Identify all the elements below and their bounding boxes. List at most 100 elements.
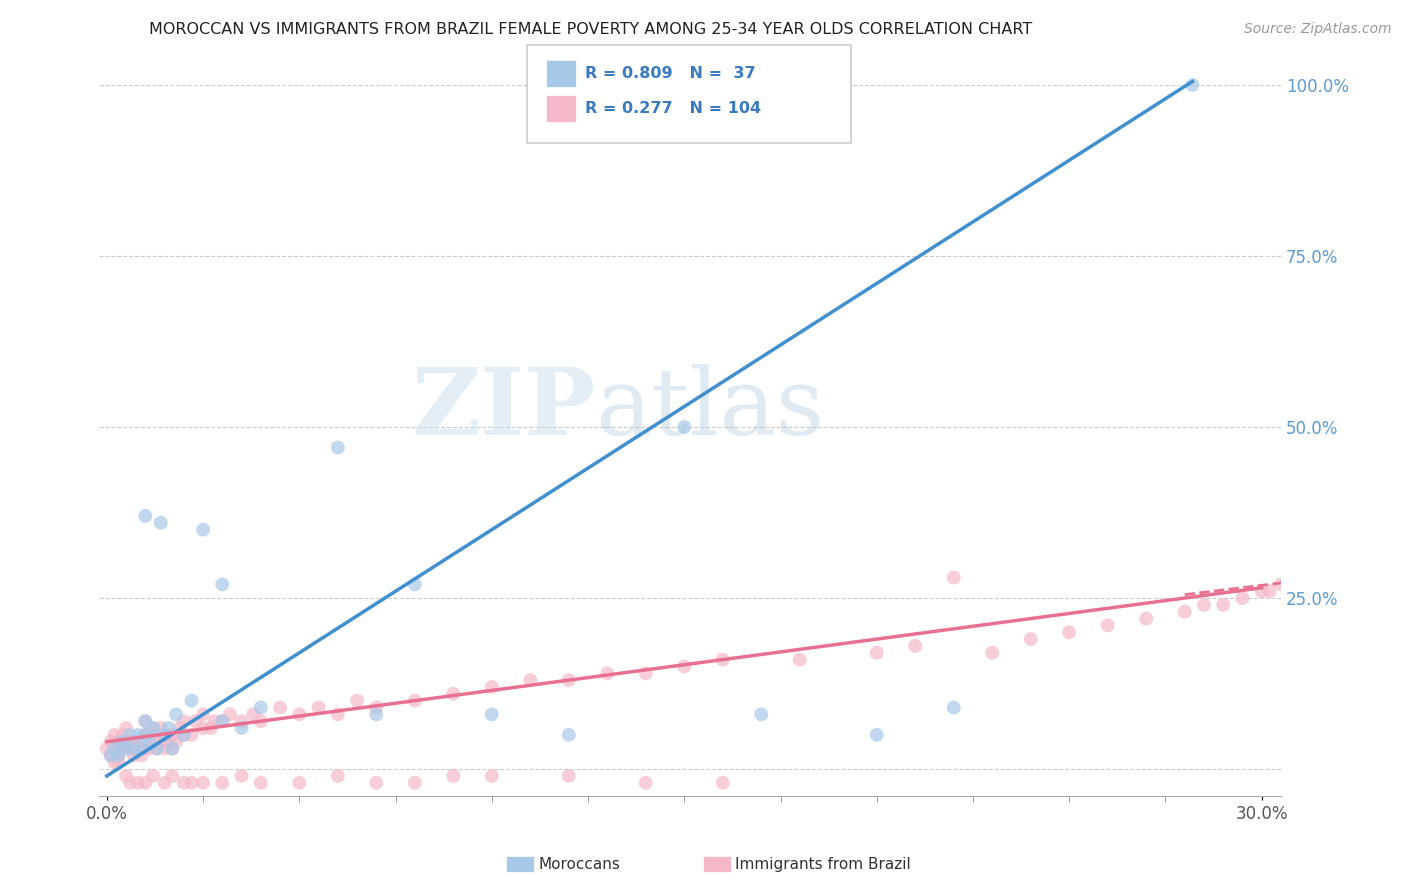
Point (149, 735, 172, 749)
Point (165, 735, 187, 749)
Point (122, 748, 145, 763)
Point (142, 769, 165, 783)
Point (162, 769, 184, 783)
Point (142, 721, 165, 735)
Point (173, 728, 195, 742)
Text: Source: ZipAtlas.com: Source: ZipAtlas.com (1244, 22, 1392, 37)
Point (269, 700, 291, 714)
Point (558, 728, 581, 742)
Point (115, 741, 138, 756)
Point (162, 728, 184, 742)
Point (904, 639, 927, 653)
Point (131, 748, 153, 763)
Point (211, 714, 233, 729)
Point (219, 707, 242, 722)
Point (118, 741, 141, 756)
Point (308, 700, 330, 714)
Point (441, 769, 464, 783)
Point (1181, 78, 1204, 92)
Point (184, 714, 207, 729)
Point (100, 748, 122, 763)
Point (366, 776, 388, 790)
Point (481, 707, 503, 722)
Point (100, 735, 122, 749)
Point (242, 707, 264, 722)
Point (162, 741, 184, 756)
Point (191, 707, 214, 722)
Point (107, 748, 129, 763)
Point (103, 741, 125, 756)
Point (134, 508, 156, 523)
Point (200, 721, 222, 735)
Point (138, 741, 160, 756)
Point (127, 728, 149, 742)
Point (142, 735, 165, 749)
Point (122, 735, 145, 749)
Point (103, 741, 125, 756)
Point (111, 728, 134, 742)
Text: ZIP: ZIP (411, 364, 596, 454)
Point (634, 666, 657, 681)
Point (1270, 577, 1292, 591)
Point (122, 741, 145, 756)
Point (191, 523, 214, 537)
Point (211, 577, 233, 591)
Point (142, 721, 165, 735)
Point (558, 673, 581, 687)
Point (118, 728, 141, 742)
Point (111, 735, 134, 749)
Text: R = 0.277   N = 104: R = 0.277 N = 104 (585, 102, 761, 116)
Text: R = 0.809   N =  37: R = 0.809 N = 37 (585, 66, 755, 80)
Point (134, 741, 156, 756)
Text: MOROCCAN VS IMMIGRANTS FROM BRAZIL FEMALE POVERTY AMONG 25-34 YEAR OLDS CORRELAT: MOROCCAN VS IMMIGRANTS FROM BRAZIL FEMAL… (149, 22, 1032, 37)
Point (191, 776, 214, 790)
Text: atlas: atlas (596, 364, 825, 454)
Point (231, 721, 253, 735)
Point (138, 735, 160, 749)
Point (118, 776, 141, 790)
Text: Immigrants from Brazil: Immigrants from Brazil (735, 857, 911, 871)
Point (165, 707, 187, 722)
Point (157, 735, 180, 749)
Point (866, 728, 889, 742)
Point (204, 714, 226, 729)
Point (942, 700, 965, 714)
Point (107, 756, 129, 770)
Point (441, 687, 464, 701)
Point (481, 680, 503, 694)
Point (1057, 625, 1080, 640)
Point (134, 714, 156, 729)
Point (789, 652, 811, 666)
Point (288, 707, 311, 722)
Point (103, 756, 125, 770)
Point (1135, 611, 1157, 625)
Text: Moroccans: Moroccans (538, 857, 620, 871)
Point (100, 748, 122, 763)
Point (711, 776, 734, 790)
Point (250, 700, 273, 714)
Point (134, 776, 156, 790)
Point (169, 721, 191, 735)
Point (96, 741, 118, 756)
Point (211, 714, 233, 729)
Point (115, 735, 138, 749)
Point (146, 741, 169, 756)
Point (162, 741, 184, 756)
Point (1192, 598, 1215, 612)
Point (131, 735, 153, 749)
Point (1258, 584, 1281, 599)
Point (326, 707, 349, 722)
Point (180, 776, 202, 790)
Point (673, 659, 696, 673)
Point (180, 728, 202, 742)
Point (288, 776, 311, 790)
Point (866, 646, 889, 660)
Point (157, 721, 180, 735)
Point (146, 741, 169, 756)
Point (134, 714, 156, 729)
Point (173, 714, 195, 729)
Point (153, 741, 176, 756)
Point (107, 748, 129, 763)
Point (111, 741, 134, 756)
Point (173, 728, 195, 742)
